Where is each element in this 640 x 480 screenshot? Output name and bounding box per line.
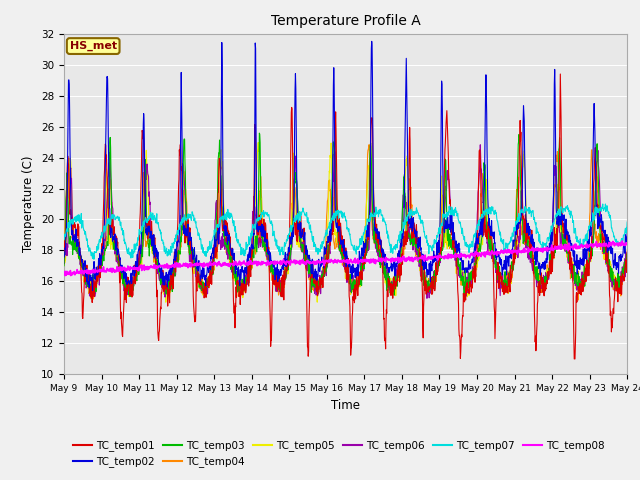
Y-axis label: Temperature (C): Temperature (C) [22, 156, 35, 252]
X-axis label: Time: Time [331, 399, 360, 412]
Title: Temperature Profile A: Temperature Profile A [271, 14, 420, 28]
Legend: TC_temp01, TC_temp02, TC_temp03, TC_temp04, TC_temp05, TC_temp06, TC_temp07, TC_: TC_temp01, TC_temp02, TC_temp03, TC_temp… [69, 436, 609, 471]
Text: HS_met: HS_met [70, 41, 116, 51]
